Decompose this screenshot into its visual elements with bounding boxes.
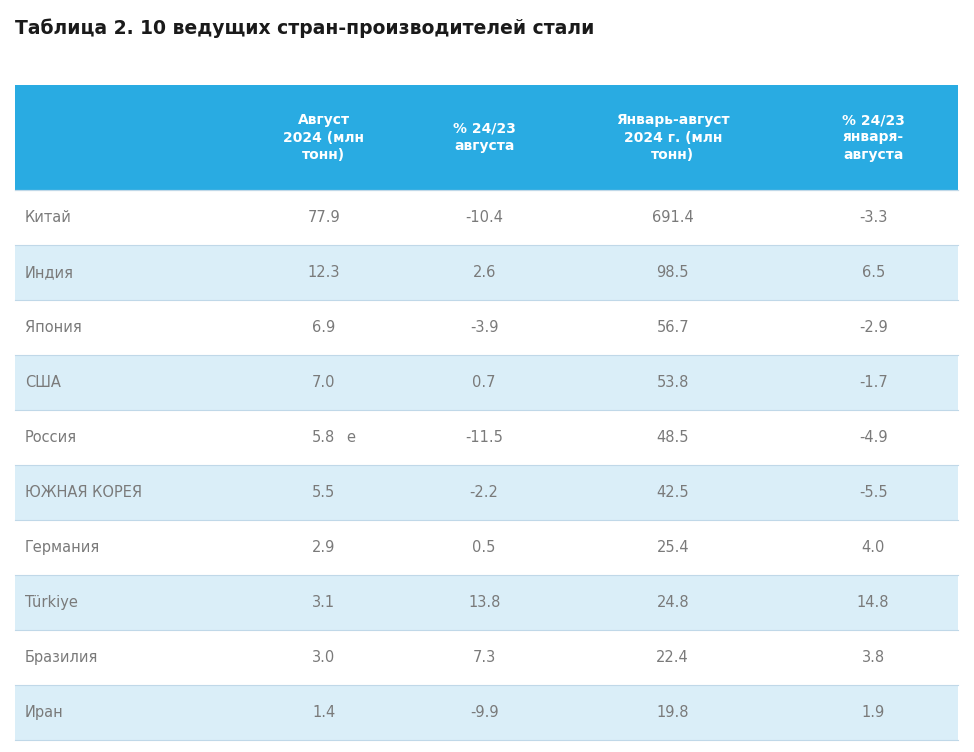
Text: -2.9: -2.9 — [859, 320, 887, 335]
Bar — [15, 630, 958, 685]
Bar — [15, 190, 958, 245]
Text: 7.3: 7.3 — [472, 650, 496, 665]
Text: 1.4: 1.4 — [313, 705, 335, 720]
Text: -3.9: -3.9 — [469, 320, 499, 335]
Text: % 24/23
января-
августа: % 24/23 января- августа — [842, 114, 905, 162]
Text: 24.8: 24.8 — [656, 595, 689, 610]
Text: % 24/23
августа: % 24/23 августа — [453, 122, 515, 153]
Text: -3.3: -3.3 — [859, 210, 887, 225]
Text: Январь-август
2024 г. (млн
тонн): Январь-август 2024 г. (млн тонн) — [616, 114, 730, 162]
Text: США: США — [25, 375, 60, 390]
Bar — [15, 520, 958, 575]
Text: 2.6: 2.6 — [472, 265, 496, 280]
Text: Индия: Индия — [25, 265, 74, 280]
Text: -4.9: -4.9 — [859, 430, 887, 445]
Text: -5.5: -5.5 — [859, 485, 887, 500]
Bar — [15, 685, 958, 740]
Text: 6.9: 6.9 — [313, 320, 335, 335]
Text: 1.9: 1.9 — [862, 705, 884, 720]
Bar — [15, 300, 958, 355]
Text: 19.8: 19.8 — [656, 705, 689, 720]
Text: 42.5: 42.5 — [656, 485, 689, 500]
Text: 25.4: 25.4 — [656, 540, 689, 555]
Bar — [15, 85, 958, 190]
Text: Япония: Япония — [25, 320, 82, 335]
Text: 5.8: 5.8 — [313, 430, 335, 445]
Text: -10.4: -10.4 — [466, 210, 504, 225]
Text: 4.0: 4.0 — [861, 540, 884, 555]
Bar — [15, 575, 958, 630]
Text: 48.5: 48.5 — [656, 430, 689, 445]
Text: Китай: Китай — [25, 210, 72, 225]
Text: 22.4: 22.4 — [656, 650, 690, 665]
Text: Таблица 2. 10 ведущих стран-производителей стали: Таблица 2. 10 ведущих стран-производител… — [15, 18, 594, 38]
Bar — [15, 355, 958, 410]
Text: 0.5: 0.5 — [472, 540, 496, 555]
Bar — [15, 465, 958, 520]
Text: Иран: Иран — [25, 705, 63, 720]
Text: e: e — [346, 430, 355, 445]
Text: -2.2: -2.2 — [469, 485, 499, 500]
Text: Август
2024 (млн
тонн): Август 2024 (млн тонн) — [283, 114, 364, 162]
Text: 98.5: 98.5 — [656, 265, 689, 280]
Text: -1.7: -1.7 — [859, 375, 887, 390]
Text: 6.5: 6.5 — [862, 265, 884, 280]
Text: 77.9: 77.9 — [308, 210, 340, 225]
Text: Германия: Германия — [25, 540, 100, 555]
Text: -9.9: -9.9 — [469, 705, 499, 720]
Text: 12.3: 12.3 — [308, 265, 340, 280]
Text: 5.5: 5.5 — [313, 485, 335, 500]
Bar — [15, 410, 958, 465]
Text: 3.1: 3.1 — [313, 595, 335, 610]
Text: 13.8: 13.8 — [468, 595, 501, 610]
Text: ЮЖНАЯ КОРЕЯ: ЮЖНАЯ КОРЕЯ — [25, 485, 142, 500]
Text: 0.7: 0.7 — [472, 375, 496, 390]
Text: Бразилия: Бразилия — [25, 650, 98, 665]
Text: Türkiye: Türkiye — [25, 595, 78, 610]
Text: 3.8: 3.8 — [862, 650, 884, 665]
Text: 7.0: 7.0 — [312, 375, 336, 390]
Text: 14.8: 14.8 — [857, 595, 889, 610]
Text: -11.5: -11.5 — [466, 430, 504, 445]
Text: 691.4: 691.4 — [652, 210, 693, 225]
Text: 53.8: 53.8 — [656, 375, 689, 390]
Bar — [15, 245, 958, 300]
Text: Россия: Россия — [25, 430, 77, 445]
Text: 3.0: 3.0 — [313, 650, 335, 665]
Text: 56.7: 56.7 — [656, 320, 689, 335]
Text: 2.9: 2.9 — [312, 540, 335, 555]
